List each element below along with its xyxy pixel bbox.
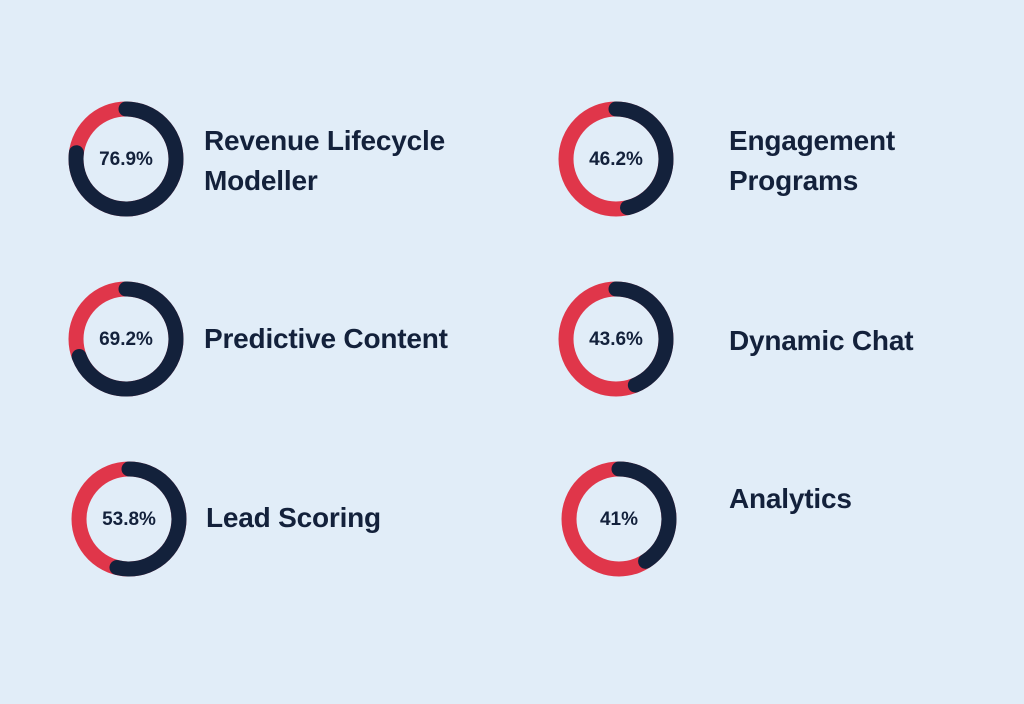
donut-value-label: 69.2% [99,329,153,350]
donut-item-dynamic-chat: 43.6% Dynamic Chat [556,279,1024,409]
donut-value-label: 43.6% [589,329,643,350]
donut-value-arc [558,101,674,217]
donut-label: Analytics [729,483,852,514]
donut-label: Revenue Lifecycle Modeller [204,125,445,196]
donut-item-revenue-lifecycle-modeller: 76.9% Revenue Lifecycle Modeller [66,99,536,229]
donut-label: Lead Scoring [206,502,381,533]
donut-label: Predictive Content [204,323,448,354]
donut-value-label: 76.9% [99,149,153,170]
donut-value-label: 46.2% [589,149,643,170]
donut-chart: 41% [561,461,677,577]
donut-item-analytics: 41% Analytics [559,459,1024,589]
donut-value-arc [558,281,674,397]
donut-chart: 43.6% [558,281,674,397]
donut-value-label: 41% [600,509,638,530]
donut-label: Dynamic Chat [729,325,914,356]
donut-label: Engagement Programs [729,125,896,196]
donut-chart: 53.8% [71,461,187,577]
donut-item-engagement-programs: 46.2% Engagement Programs [556,99,1024,229]
donut-value-arc [68,281,184,397]
donut-value-arc [71,461,187,577]
donut-value-label: 53.8% [102,509,156,530]
donut-item-predictive-content: 69.2% Predictive Content [66,279,536,409]
donut-chart: 69.2% [68,281,184,397]
donut-value-arc [68,101,184,217]
donut-value-arc [561,461,677,577]
donut-chart: 76.9% [68,101,184,217]
donut-item-lead-scoring: 53.8% Lead Scoring [69,459,539,589]
donut-chart: 46.2% [558,101,674,217]
